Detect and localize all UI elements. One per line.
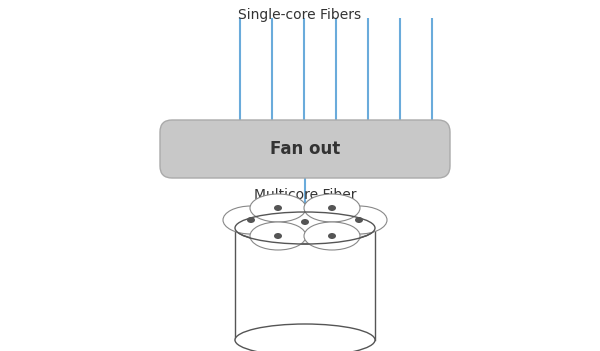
Ellipse shape — [328, 233, 336, 239]
Text: Multicore Fiber: Multicore Fiber — [254, 188, 356, 202]
Ellipse shape — [331, 206, 387, 234]
Text: Fan out: Fan out — [270, 140, 340, 158]
Ellipse shape — [250, 222, 306, 250]
Ellipse shape — [274, 205, 282, 211]
FancyBboxPatch shape — [160, 120, 450, 178]
Ellipse shape — [223, 206, 279, 234]
Text: Single-core Fibers: Single-core Fibers — [238, 8, 362, 22]
Ellipse shape — [274, 233, 282, 239]
Ellipse shape — [250, 194, 306, 222]
Ellipse shape — [235, 212, 375, 244]
Ellipse shape — [304, 222, 360, 250]
Ellipse shape — [328, 205, 336, 211]
Ellipse shape — [304, 194, 360, 222]
Ellipse shape — [235, 324, 375, 351]
Ellipse shape — [247, 217, 255, 223]
Ellipse shape — [301, 219, 309, 225]
Ellipse shape — [277, 208, 333, 236]
Ellipse shape — [355, 217, 363, 223]
